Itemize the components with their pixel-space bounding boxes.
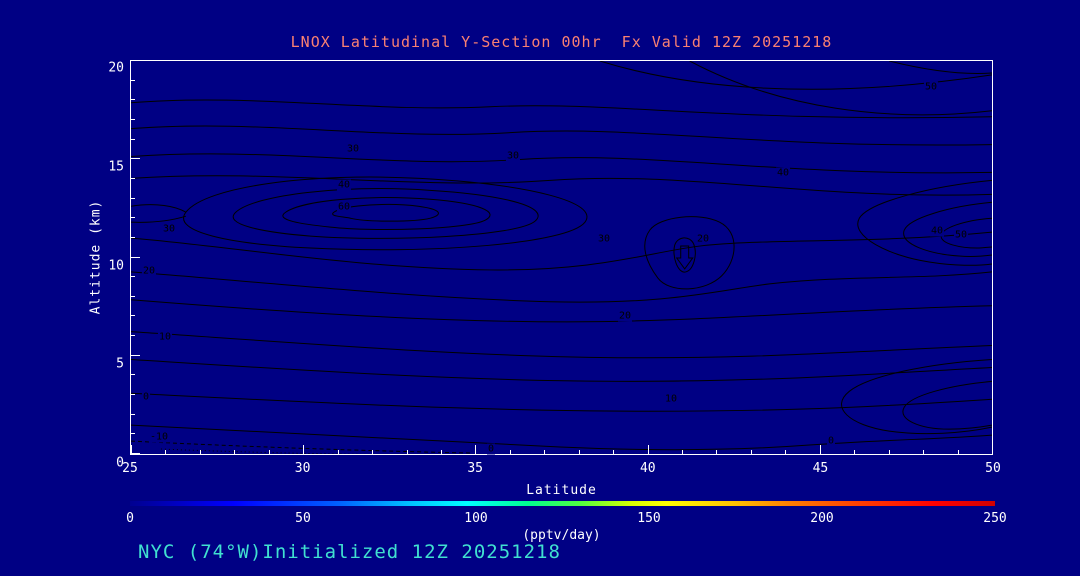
colorbar-tick-label: 150 [637,511,661,526]
contour-label: 40 [929,225,945,237]
y-axis-tick-mark [131,354,140,356]
contour-label: 20 [695,233,711,245]
y-axis-tick-mark [131,256,140,258]
x-axis-tick-mark [647,445,649,454]
contour-label: -10 [148,431,170,443]
x-axis-tick-mark [682,450,684,454]
contour-label: 30 [596,233,612,245]
y-axis-tick-mark [131,413,135,415]
x-axis-tick-mark [613,450,615,454]
contour-label: 50 [923,81,939,93]
x-tick-label: 30 [294,461,311,476]
y-axis-tick-mark [131,99,135,101]
y-tick-label: 5 [116,356,124,372]
contour-label: 60 [336,201,352,213]
x-tick-label: 40 [639,461,656,476]
x-axis-tick-mark [957,450,959,454]
plot-area: 50 30 30 40 40 60 30 30 20 40 50 20 20 10 0 10 -10 0 0 [130,60,993,455]
x-axis-tick-mark [234,450,236,454]
y-axis-tick-mark [131,315,135,317]
x-axis-tick-mark [785,450,787,454]
x-axis-tick-mark [750,450,752,454]
x-axis-tick-mark [716,450,718,454]
x-axis-tick-mark [544,450,546,454]
y-axis-tick-mark [131,60,140,61]
x-axis-tick-mark [923,450,925,454]
colorbar-tick-label: 100 [464,511,488,526]
y-tick-label: 0 [116,455,124,471]
x-axis-tick-mark [165,450,167,454]
y-tick-label: 15 [108,159,124,175]
x-axis-tick-mark [268,450,270,454]
y-axis-tick-mark [131,197,135,199]
contour-label: 30 [505,150,521,162]
colorbar-tick-label: 200 [810,511,834,526]
y-axis-tick-mark [131,177,135,179]
contour-label: 0 [826,435,836,447]
y-axis-tick-mark [131,158,140,160]
contour-label: 50 [953,229,969,241]
colorbar-tick-label: 0 [126,511,134,526]
x-axis-tick-mark [440,450,442,454]
x-axis-tick-mark [854,450,856,454]
colorbar-unit-label: (pptv/day) [522,528,601,543]
x-axis-tick-mark [406,450,408,454]
x-tick-labels: 25 30 35 40 45 50 [122,461,1001,477]
y-tick-label: 20 [108,60,124,76]
x-axis-tick-mark [372,450,374,454]
x-axis-tick-mark [199,450,201,454]
y-axis-tick-mark [131,335,135,337]
x-axis-tick-mark [131,445,132,454]
x-tick-label: 50 [985,461,1001,476]
y-tick-label: 10 [108,258,124,273]
y-axis-tick-mark [131,374,135,376]
y-axis-tick-mark [131,295,135,297]
contour-label: 40 [775,167,791,179]
x-tick-label: 45 [812,461,829,476]
y-axis-tick-mark [131,79,135,81]
contour-label: 10 [157,331,173,343]
y-axis-tick-mark [131,453,140,454]
contour-label: 20 [617,310,633,322]
x-tick-label: 25 [122,461,138,476]
x-axis-tick-mark [992,445,993,454]
chart-title: LNOX Latitudinal Y-Section 00hr Fx Valid… [290,33,833,51]
contour-label: 10 [663,393,679,405]
y-axis-tick-mark [131,217,135,219]
colorbar-tick-label: 50 [295,511,311,526]
contour-label: 30 [161,223,177,235]
contour-label: 0 [141,391,151,403]
y-axis-tick-mark [131,394,135,396]
x-axis-tick-mark [509,450,511,454]
y-axis-tick-mark [131,236,135,238]
y-axis-tick-mark [131,276,135,278]
x-axis-tick-mark [819,445,821,454]
x-axis-tick-mark [475,445,477,454]
contour-labels: 50 30 30 40 40 60 30 30 20 40 50 20 20 10 0 10 -10 0 0 [131,61,992,455]
contour-label: 0 [486,443,496,455]
x-axis-title: Latitude [526,483,597,498]
contour-lines [131,61,992,454]
x-axis-tick-mark [888,450,890,454]
y-tick-labels: 0 5 10 15 20 [100,60,124,471]
footer-text: NYC (74°W)Initialized 12Z 20251218 [138,541,561,563]
y-axis-tick-mark [131,433,135,435]
contour-label: 30 [345,143,361,155]
x-tick-label: 35 [467,461,484,476]
colorbar-tick-labels: 0 50 100 150 200 250 [126,511,1007,527]
x-axis-tick-mark [303,445,305,454]
contour-label: 40 [336,179,352,191]
contour-label: 20 [141,265,157,277]
y-axis-tick-mark [131,118,135,120]
x-axis-tick-mark [337,450,339,454]
y-axis-tick-mark [131,138,135,140]
colorbar [130,501,995,506]
colorbar-tick-label: 250 [983,511,1007,526]
x-axis-tick-mark [578,450,580,454]
